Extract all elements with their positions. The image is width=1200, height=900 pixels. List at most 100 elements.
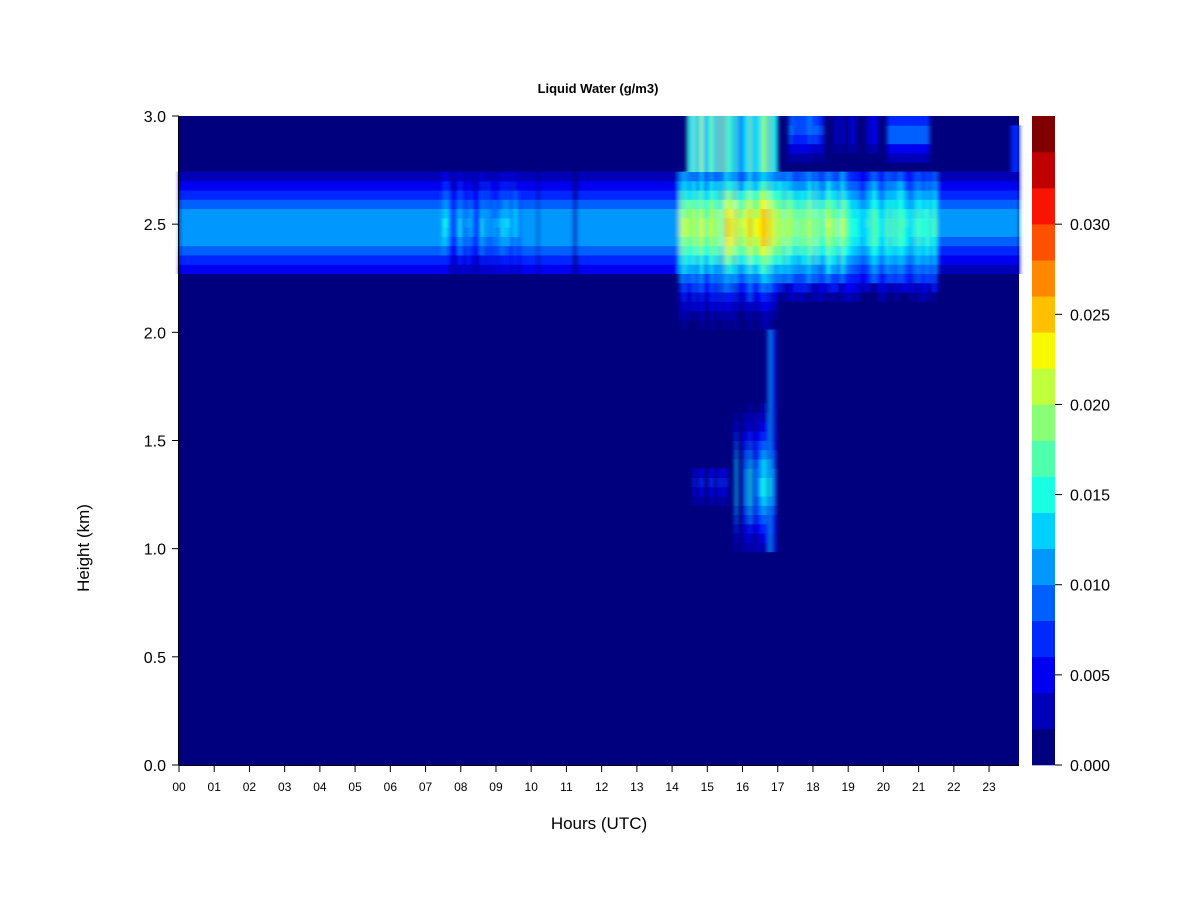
heatmap-cell [901,264,904,275]
heatmap-cell [795,236,798,247]
heatmap-cell [695,273,698,284]
heatmap-cell [959,255,962,265]
heatmap-cell [531,180,534,191]
heatmap-cell [793,208,796,237]
heatmap-cell [353,190,356,200]
heatmap-cell [771,180,774,191]
heatmap-cell [841,264,844,275]
heatmap-cell [695,180,698,191]
heatmap-cell [457,236,460,247]
heatmap-cell [291,190,294,200]
heatmap-cell [373,190,376,200]
heatmap-cell [255,255,258,265]
heatmap-cell [463,180,466,191]
heatmap-cell [893,282,896,293]
heatmap-cell [769,301,772,312]
heatmap-cell [719,264,722,275]
heatmap-cell [849,116,852,145]
heatmap-cell [793,190,796,200]
heatmap-cell [951,171,954,182]
heatmap-cell [995,245,998,256]
heatmap-cell [693,199,696,210]
heatmap-cell [625,180,628,191]
heatmap-cell [673,245,676,256]
heatmap-cell [347,208,350,247]
heatmap-cell [501,255,504,265]
heatmap-cell [283,180,286,191]
heatmap-cell [235,245,238,256]
heatmap-cell [757,292,760,302]
heatmap-cell [217,264,220,275]
heatmap-cell [311,255,314,265]
heatmap-cell [895,116,898,126]
colorbar-box [1032,404,1055,441]
heatmap-cell [843,199,846,219]
heatmap-cell [543,190,546,200]
heatmap-cell [985,236,988,247]
heatmap-cell [213,171,216,182]
heatmap-cell [391,199,394,210]
heatmap-cell [797,190,800,200]
heatmap-cell [225,264,228,275]
heatmap-cell [565,264,568,275]
heatmap-cell [591,190,594,200]
heatmap-cell [887,171,890,182]
heatmap-cell [429,245,432,256]
heatmap-cell [637,264,640,275]
heatmap-cell [937,264,940,275]
heatmap-cell [735,255,738,265]
heatmap-cell [549,180,552,191]
heatmap-cell [819,273,822,284]
heatmap-cell [919,153,922,163]
heatmap-cell [789,208,792,247]
heatmap-cell [795,143,798,154]
heatmap-cell [859,180,862,191]
heatmap-cell [355,264,358,275]
heatmap-cell [223,255,226,265]
heatmap-cell [997,180,1000,191]
heatmap-cell [249,208,252,247]
heatmap-cell [545,264,548,275]
heatmap-cell [179,199,182,210]
heatmap-cell [619,208,622,247]
heatmap-cell [523,171,526,182]
heatmap-cell [391,190,394,200]
heatmap-cell [899,236,902,247]
heatmap-cell [551,255,554,265]
heatmap-cell [755,533,758,553]
heatmap-cell [683,217,686,237]
heatmap-cell [391,171,394,182]
heatmap-cell [751,180,754,191]
heatmap-cell [697,199,700,210]
heatmap-cell [967,245,970,256]
colorbar-box [1032,188,1055,225]
heatmap-cell [711,171,714,182]
heatmap-cell [417,245,420,256]
heatmap-cell [207,264,210,275]
heatmap-cell [935,236,938,247]
heatmap-cell [439,264,442,275]
heatmap-cell [825,245,828,256]
heatmap-cell [365,180,368,191]
heatmap-cell [845,190,848,200]
heatmap-cell [979,171,982,182]
heatmap-cell [281,255,284,265]
heatmap-cell [825,264,828,275]
heatmap-cell [579,255,582,265]
heatmap-cell [687,255,690,265]
heatmap-cell [901,255,904,265]
heatmap-cell [353,208,356,247]
heatmap-cell [975,208,978,237]
heatmap-cell [361,199,364,210]
heatmap-cell [723,264,726,275]
heatmap-cell [331,180,334,191]
heatmap-cell [789,190,792,200]
heatmap-cell [251,199,254,210]
heatmap-cell [761,496,764,506]
heatmap-cell [859,273,862,284]
heatmap-cell [771,208,774,219]
heatmap-cell [329,208,332,247]
heatmap-cell [641,190,644,200]
heatmap-cell [619,199,622,210]
heatmap-cell [311,245,314,256]
